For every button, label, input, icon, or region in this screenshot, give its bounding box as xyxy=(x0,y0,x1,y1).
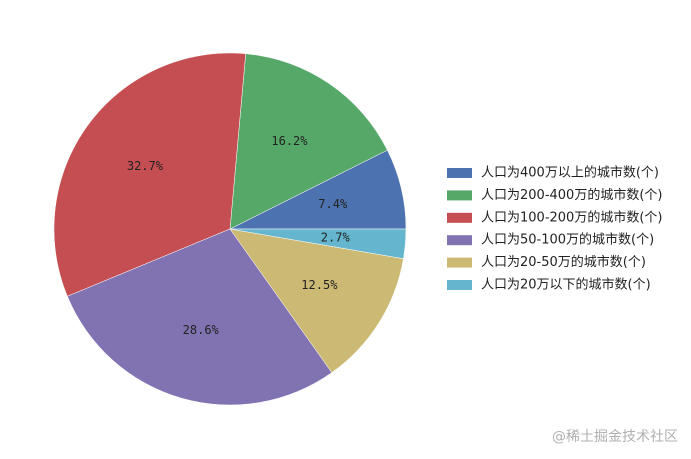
value-label: 7.4% xyxy=(318,197,348,211)
legend-label: 人口为200-400万的城市数(个) xyxy=(481,187,662,203)
pie-slice xyxy=(229,53,388,230)
pie-slice xyxy=(53,52,246,297)
legend-swatch xyxy=(447,257,472,268)
value-label: 2.7% xyxy=(321,230,351,244)
value-label: 28.6% xyxy=(183,323,220,337)
legend-label: 人口为20-50万的城市数(个) xyxy=(481,254,646,270)
legend-swatch xyxy=(447,168,472,178)
pie-slice xyxy=(229,228,407,259)
pie-slice xyxy=(229,228,404,373)
watermark: @稀土掘金技术社区 xyxy=(552,429,678,445)
legend-label: 人口为20万以下的城市数(个) xyxy=(481,277,651,293)
value-label: 32.7% xyxy=(127,159,164,173)
legend-label: 人口为400万以上的城市数(个) xyxy=(481,165,659,181)
legend-label: 人口为50-100万的城市数(个) xyxy=(481,232,654,248)
legend-swatch xyxy=(447,190,472,201)
value-label: 12.5% xyxy=(301,278,338,292)
value-label: 16.2% xyxy=(271,134,308,148)
legend-label: 人口为100-200万的城市数(个) xyxy=(481,209,662,225)
pie-slice xyxy=(67,228,333,406)
legend-swatch xyxy=(447,212,472,223)
legend-swatch xyxy=(447,235,472,246)
legend-swatch xyxy=(447,280,472,290)
